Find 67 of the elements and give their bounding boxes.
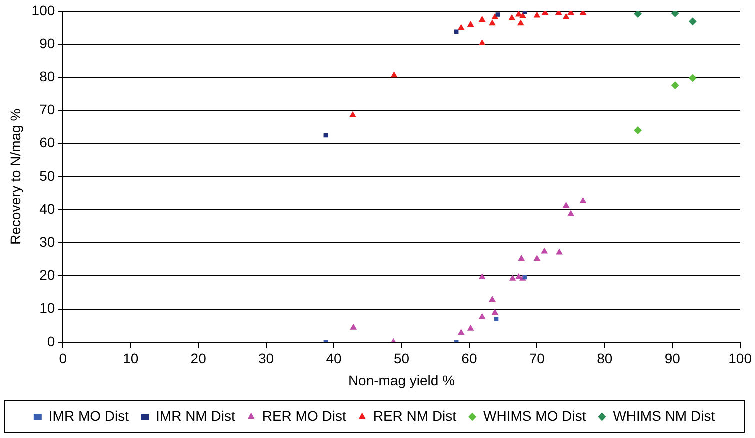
point	[494, 317, 499, 322]
point	[489, 20, 496, 26]
point	[458, 329, 465, 336]
x-tick-label: 100	[728, 350, 752, 367]
point	[518, 254, 526, 261]
point	[517, 20, 524, 26]
point	[492, 13, 499, 20]
y-axis-title: Recovery to N/mag %	[7, 108, 24, 245]
point	[508, 14, 516, 20]
y-tick-label: 30	[40, 234, 56, 250]
point	[489, 296, 496, 302]
x-tick-label: 10	[123, 350, 139, 367]
x-tick-label: 20	[190, 350, 207, 367]
point	[515, 11, 522, 17]
y-tick-label: 50	[40, 168, 56, 184]
point	[580, 197, 587, 204]
point	[478, 313, 486, 320]
point	[467, 324, 474, 331]
point	[496, 12, 500, 17]
legend-label: WHIMS MO Dist	[484, 408, 586, 424]
point	[492, 308, 499, 315]
point	[634, 11, 642, 18]
point	[688, 18, 697, 26]
point	[350, 324, 358, 330]
point	[478, 274, 486, 280]
legend-label: RER NM Dist	[373, 408, 457, 424]
y-tick-label: 10	[40, 300, 56, 316]
point	[390, 72, 398, 78]
point	[509, 274, 516, 281]
point	[478, 16, 486, 22]
x-tick-label: 40	[326, 350, 342, 367]
y-tick-label: 80	[40, 68, 56, 84]
y-tick-label: 60	[40, 134, 56, 151]
x-tick-label: 0	[59, 350, 68, 367]
y-tick-label: 100	[32, 2, 56, 18]
x-tick-label: 80	[597, 350, 613, 367]
point	[519, 12, 526, 18]
point	[458, 24, 465, 30]
point	[478, 40, 486, 46]
legend-label: IMR NM Dist	[156, 408, 236, 424]
x-tick-label: 60	[462, 350, 478, 367]
y-tick-label: 0	[47, 333, 56, 350]
point	[562, 202, 570, 208]
point	[634, 126, 642, 135]
y-tick-label: 20	[40, 267, 56, 284]
point	[568, 210, 574, 216]
point	[534, 12, 541, 18]
x-axis-title: Non-mag yield %	[348, 372, 456, 388]
x-tick-label: 70	[529, 350, 546, 367]
point	[350, 111, 356, 118]
y-tick-label: 70	[40, 102, 56, 118]
point	[556, 248, 563, 255]
x-tick-label: 30	[258, 350, 274, 367]
legend-label: IMR MO Dist	[48, 408, 130, 424]
point	[671, 11, 680, 18]
legend-label: RER MO Dist	[262, 408, 346, 424]
y-tick-label: 90	[40, 35, 56, 52]
x-tick-label: 90	[664, 350, 681, 367]
point	[541, 248, 548, 254]
point	[534, 254, 541, 261]
point	[688, 74, 697, 82]
point	[671, 82, 680, 90]
x-tick-label: 50	[394, 350, 410, 367]
y-tick-label: 40	[40, 200, 56, 217]
point	[467, 20, 474, 27]
legend-label: WHIMS NM Dist	[613, 408, 716, 424]
point	[562, 13, 570, 20]
